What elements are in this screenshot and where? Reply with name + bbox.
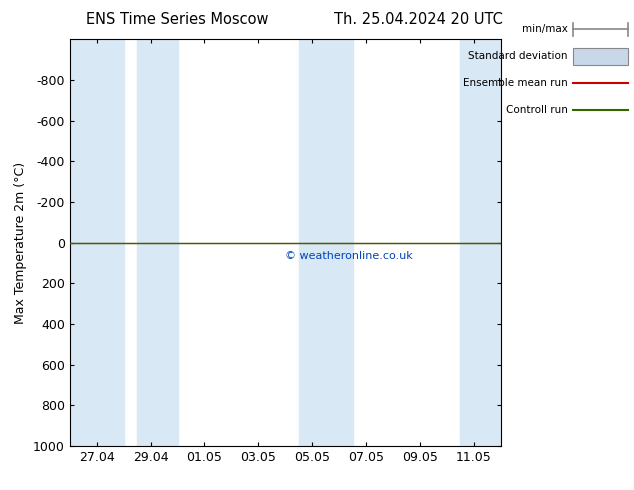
Bar [70,39,124,446]
Text: Standard deviation: Standard deviation [468,51,567,61]
FancyBboxPatch shape [573,48,628,65]
Text: Controll run: Controll run [505,105,567,115]
Text: © weatheronline.co.uk: © weatheronline.co.uk [285,251,413,261]
Text: Ensemble mean run: Ensemble mean run [463,78,567,88]
Y-axis label: Max Temperature 2m (°C): Max Temperature 2m (°C) [15,162,27,323]
Text: ENS Time Series Moscow: ENS Time Series Moscow [86,12,269,27]
Bar [137,39,178,446]
Bar [299,39,353,446]
Text: min/max: min/max [522,24,567,34]
Text: Th. 25.04.2024 20 UTC: Th. 25.04.2024 20 UTC [334,12,503,27]
Bar [460,39,501,446]
